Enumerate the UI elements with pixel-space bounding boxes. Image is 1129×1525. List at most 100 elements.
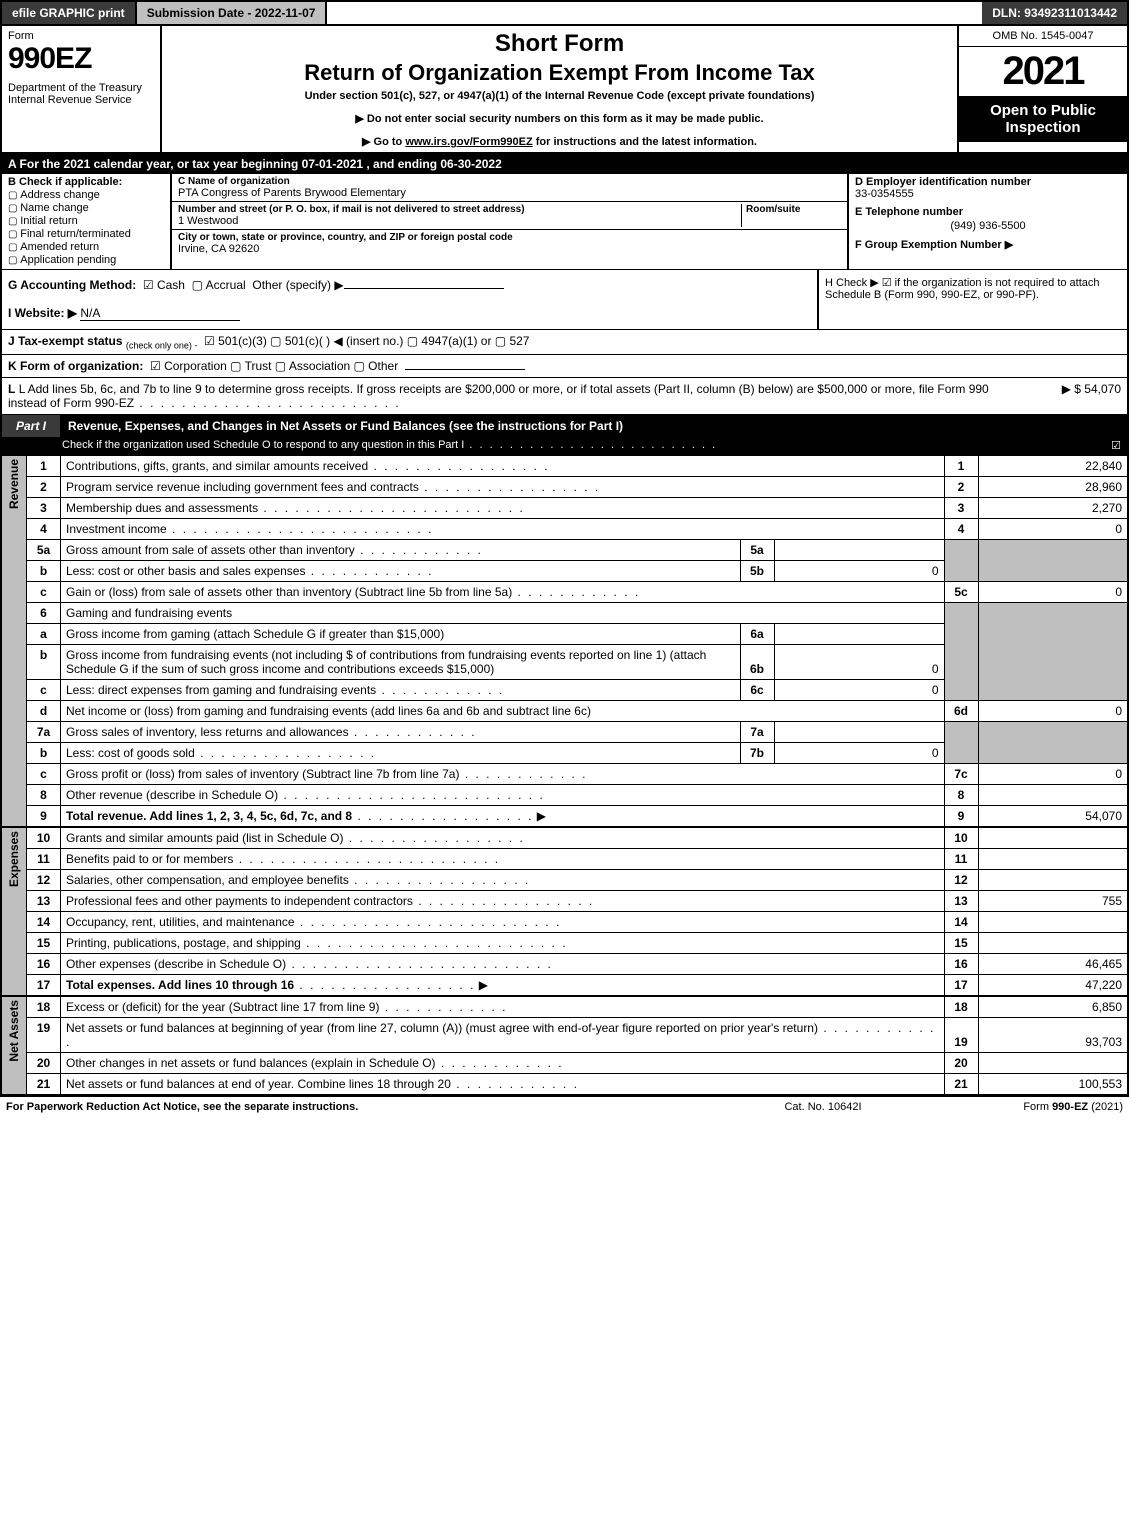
l5c-rnum: 5c [944, 582, 978, 603]
j-options[interactable]: ☑ 501(c)(3) ▢ 501(c)( ) ◀ (insert no.) ▢… [204, 334, 529, 348]
line-6d: d Net income or (loss) from gaming and f… [1, 701, 1128, 722]
l7ab-rshade2 [978, 722, 1128, 764]
line-17: 17 Total expenses. Add lines 10 through … [1, 975, 1128, 997]
l6a-mv [774, 624, 944, 645]
l5a-mn: 5a [740, 540, 774, 561]
l13-rnum: 13 [944, 891, 978, 912]
org-name-row: C Name of organization PTA Congress of P… [172, 174, 847, 202]
l10-rnum: 10 [944, 827, 978, 849]
part1-title: Revenue, Expenses, and Changes in Net As… [60, 415, 1127, 437]
line-6: 6 Gaming and fundraising events [1, 603, 1128, 624]
cb-amended-return[interactable]: Amended return [8, 241, 164, 253]
cb-cash[interactable]: Cash [143, 278, 185, 292]
cb-final-return[interactable]: Final return/terminated [8, 228, 164, 240]
part1-checkbox[interactable]: ☑ [1101, 439, 1121, 452]
row-j: J Tax-exempt status (check only one) - ☑… [0, 330, 1129, 355]
line-18: Net Assets 18 Excess or (deficit) for th… [1, 996, 1128, 1018]
l17-rnum: 17 [944, 975, 978, 997]
l8-desc: Other revenue (describe in Schedule O) [66, 788, 278, 802]
line-15: 15 Printing, publications, postage, and … [1, 933, 1128, 954]
part1-sub-text: Check if the organization used Schedule … [62, 439, 464, 451]
l5a-num: 5a [27, 540, 61, 561]
l13-desc: Professional fees and other payments to … [66, 894, 413, 908]
l2-rval: 28,960 [978, 477, 1128, 498]
l3-rval: 2,270 [978, 498, 1128, 519]
g-other: Other (specify) ▶ [252, 278, 343, 292]
l18-desc: Excess or (deficit) for the year (Subtra… [66, 1000, 379, 1014]
sidelabel-revenue: Revenue [7, 459, 21, 509]
g-other-line[interactable] [344, 288, 504, 289]
row-k: K Form of organization: ☑ Corporation ▢ … [0, 355, 1129, 378]
l16-rval: 46,465 [978, 954, 1128, 975]
l12-num: 12 [27, 870, 61, 891]
line-2: 2 Program service revenue including gove… [1, 477, 1128, 498]
cb-initial-return[interactable]: Initial return [8, 215, 164, 227]
l12-rval [978, 870, 1128, 891]
l3-rnum: 3 [944, 498, 978, 519]
phone-value: (949) 936-5500 [855, 220, 1121, 232]
sidelabel-netassets: Net Assets [7, 1000, 21, 1062]
l19-rval: 93,703 [978, 1018, 1128, 1053]
l5ab-rshade [944, 540, 978, 582]
line-3: 3 Membership dues and assessments 3 2,27… [1, 498, 1128, 519]
l6a-num: a [27, 624, 61, 645]
cb-accrual[interactable]: Accrual [192, 278, 246, 292]
l9-rval: 54,070 [978, 806, 1128, 828]
l5a-mv [774, 540, 944, 561]
l18-num: 18 [27, 996, 61, 1018]
l5c-num: c [27, 582, 61, 603]
footer-left: For Paperwork Reduction Act Notice, see … [6, 1101, 723, 1113]
k-options[interactable]: ☑ Corporation ▢ Trust ▢ Association ▢ Ot… [150, 359, 398, 373]
l17-num: 17 [27, 975, 61, 997]
l18-rnum: 18 [944, 996, 978, 1018]
street-label: Number and street (or P. O. box, if mail… [178, 204, 741, 215]
line-1: Revenue 1 Contributions, gifts, grants, … [1, 456, 1128, 477]
l8-rval [978, 785, 1128, 806]
efile-print-button[interactable]: efile GRAPHIC print [2, 2, 137, 24]
topbar-spacer [327, 2, 982, 24]
cb-name-change[interactable]: Name change [8, 202, 164, 214]
l7b-num: b [27, 743, 61, 764]
l12-desc: Salaries, other compensation, and employ… [66, 873, 349, 887]
short-form-title: Short Form [172, 30, 947, 58]
k-other-line[interactable] [405, 369, 525, 370]
cb-application-pending[interactable]: Application pending [8, 254, 164, 266]
bullet-ssn: ▶ Do not enter social security numbers o… [172, 112, 947, 125]
line-14: 14 Occupancy, rent, utilities, and maint… [1, 912, 1128, 933]
street-row: Number and street (or P. O. box, if mail… [172, 202, 847, 230]
irs-link[interactable]: www.irs.gov/Form990EZ [405, 136, 532, 148]
bullet2-post: for instructions and the latest informat… [533, 136, 757, 148]
city-label: City or town, state or province, country… [178, 232, 841, 243]
section-h: H Check ▶ ☑ if the organization is not r… [817, 270, 1127, 329]
line-16: 16 Other expenses (describe in Schedule … [1, 954, 1128, 975]
row-a-text: A For the 2021 calendar year, or tax yea… [8, 157, 502, 171]
l7b-desc: Less: cost of goods sold [66, 746, 195, 760]
l6-desc: Gaming and fundraising events [66, 606, 232, 620]
line-7c: c Gross profit or (loss) from sales of i… [1, 764, 1128, 785]
l2-rnum: 2 [944, 477, 978, 498]
l7a-desc: Gross sales of inventory, less returns a… [66, 725, 349, 739]
room-label: Room/suite [746, 204, 841, 215]
l6a-mn: 6a [740, 624, 774, 645]
l16-desc: Other expenses (describe in Schedule O) [66, 957, 286, 971]
l2-num: 2 [27, 477, 61, 498]
l6d-desc: Net income or (loss) from gaming and fun… [66, 704, 591, 718]
l14-rnum: 14 [944, 912, 978, 933]
line-13: 13 Professional fees and other payments … [1, 891, 1128, 912]
cb-address-change[interactable]: Address change [8, 189, 164, 201]
l17-desc: Total expenses. Add lines 10 through 16 [66, 978, 294, 992]
dln-label: DLN: 93492311013442 [982, 2, 1127, 24]
l5b-num: b [27, 561, 61, 582]
l7c-rnum: 7c [944, 764, 978, 785]
city-value: Irvine, CA 92620 [178, 243, 841, 255]
l5b-mn: 5b [740, 561, 774, 582]
footer-right: Form 990-EZ (2021) [923, 1101, 1123, 1113]
l1-rval: 22,840 [978, 456, 1128, 477]
l14-desc: Occupancy, rent, utilities, and maintena… [66, 915, 295, 929]
l20-rnum: 20 [944, 1053, 978, 1074]
line-9: 9 Total revenue. Add lines 1, 2, 3, 4, 5… [1, 806, 1128, 828]
row-a-tax-year: A For the 2021 calendar year, or tax yea… [0, 154, 1129, 174]
lines-table: Revenue 1 Contributions, gifts, grants, … [0, 456, 1129, 1096]
top-bar: efile GRAPHIC print Submission Date - 20… [0, 0, 1129, 26]
line-21: 21 Net assets or fund balances at end of… [1, 1074, 1128, 1096]
